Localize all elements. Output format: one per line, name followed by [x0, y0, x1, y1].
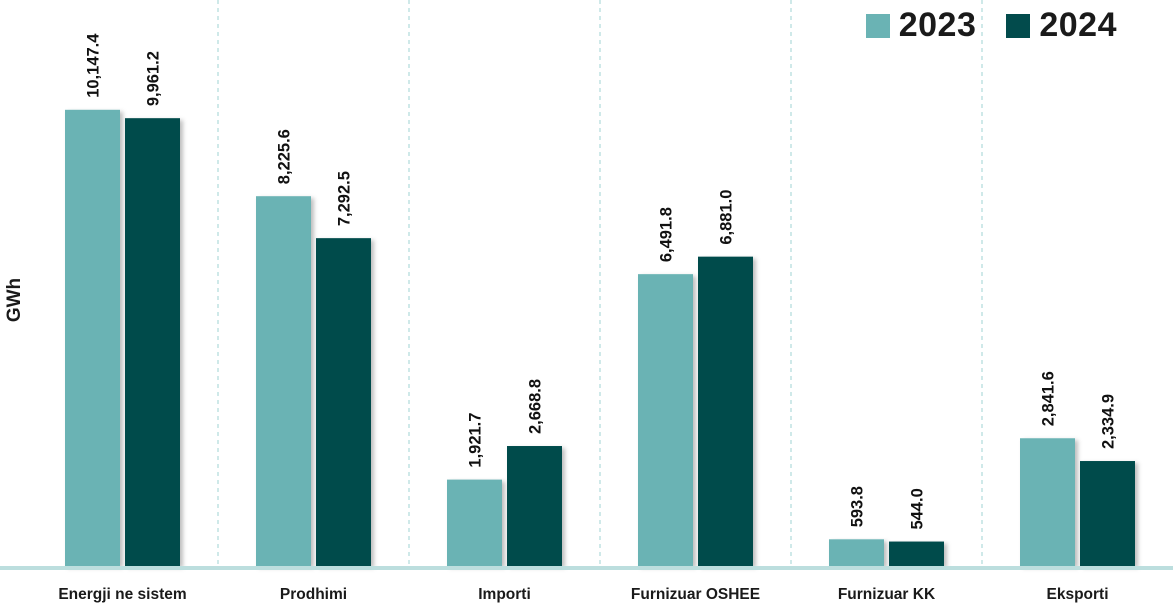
- bar-2023: [256, 196, 311, 566]
- category-label: Furnizuar KK: [838, 586, 936, 603]
- bar-2023: [1020, 438, 1075, 566]
- category-label: Energji ne sistem: [58, 586, 186, 603]
- legend-label-2023: 2023: [898, 6, 977, 44]
- value-label-2024: 9,961.2: [145, 51, 163, 106]
- value-label-2024: 7,292.5: [336, 171, 354, 226]
- bar-2024: [125, 118, 180, 566]
- bar-2023: [65, 109, 120, 566]
- bar-2024: [1080, 461, 1135, 566]
- bar-2024: [889, 541, 944, 566]
- legend-swatch-2023: [865, 13, 890, 38]
- category-label: Prodhimi: [280, 586, 347, 603]
- legend-swatch-2024: [1006, 13, 1031, 38]
- value-label-2023: 593.8: [849, 486, 867, 527]
- category-label: Eksporti: [1046, 586, 1108, 603]
- legend-item-2023: 2023: [865, 6, 977, 45]
- category-label: Importi: [478, 586, 531, 603]
- value-label-2024: 2,334.9: [1100, 394, 1118, 449]
- value-label-2023: 1,921.7: [467, 413, 485, 468]
- value-label-2023: 10,147.4: [85, 33, 103, 98]
- bar-2023: [447, 479, 502, 566]
- bar-2023: [638, 274, 693, 566]
- category-label: Furnizuar OSHEE: [631, 586, 760, 603]
- value-label-2023: 8,225.6: [276, 129, 294, 184]
- value-label-2024: 2,668.8: [527, 379, 545, 434]
- legend-label-2024: 2024: [1039, 6, 1117, 44]
- legend: 2023 2024: [836, 6, 1117, 45]
- bar-2023: [829, 539, 884, 566]
- value-label-2024: 544.0: [909, 488, 927, 529]
- bar-2024: [507, 446, 562, 566]
- bar-2024: [316, 238, 371, 566]
- value-label-2023: 6,491.8: [658, 207, 676, 262]
- legend-item-2024: 2024: [1006, 6, 1117, 45]
- value-label-2023: 2,841.6: [1040, 371, 1058, 426]
- value-label-2024: 6,881.0: [718, 190, 736, 245]
- bar-2024: [698, 256, 753, 566]
- x-axis-line: [0, 566, 1173, 570]
